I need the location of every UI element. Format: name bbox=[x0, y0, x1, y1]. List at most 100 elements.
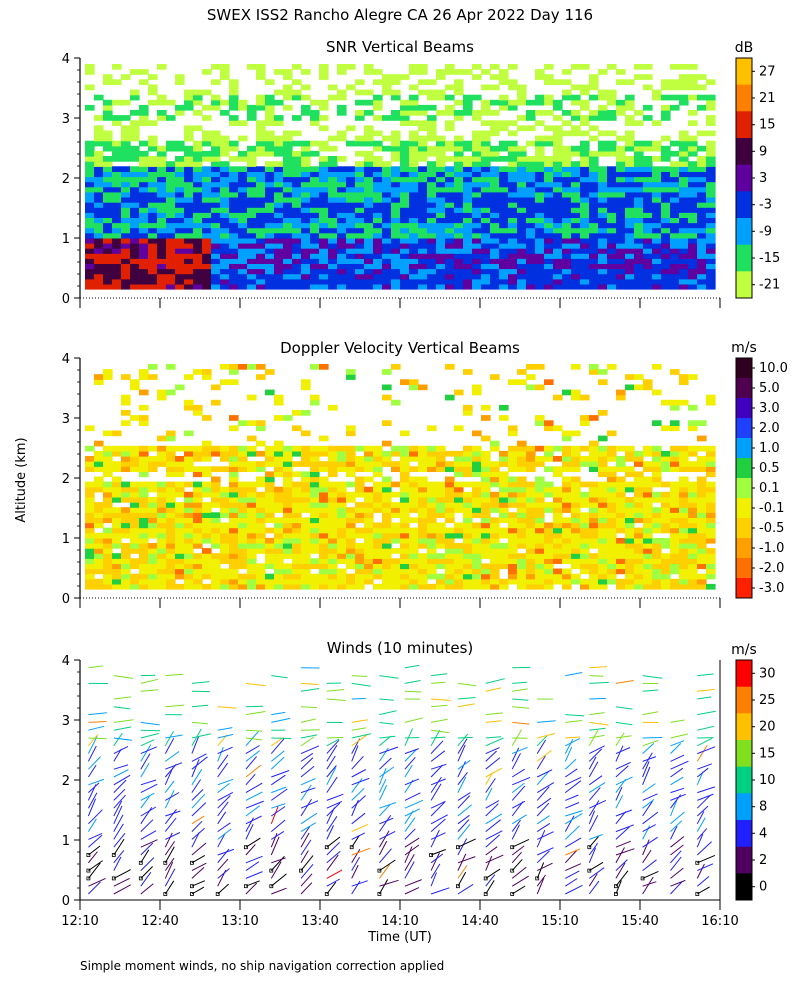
wind-barb bbox=[140, 849, 150, 864]
doppler-cell bbox=[103, 512, 113, 518]
doppler-cell bbox=[355, 568, 365, 575]
snr-cell bbox=[499, 258, 509, 264]
snr-cell bbox=[427, 263, 437, 270]
snr-cell bbox=[454, 140, 464, 147]
wind-barb bbox=[379, 698, 394, 701]
snr-cell bbox=[607, 202, 617, 208]
snr-cell bbox=[391, 166, 401, 172]
snr-cell bbox=[373, 217, 383, 224]
snr-cell bbox=[157, 243, 167, 249]
snr-cell bbox=[409, 161, 419, 167]
snr-cell bbox=[193, 150, 203, 157]
doppler-cell bbox=[706, 517, 716, 524]
doppler-cell bbox=[400, 532, 410, 539]
wind-barb bbox=[113, 732, 123, 747]
doppler-cell bbox=[364, 517, 374, 524]
doppler-cell bbox=[184, 430, 194, 437]
snr-cell bbox=[103, 232, 113, 239]
snr-cell bbox=[544, 278, 554, 285]
snr-cell bbox=[643, 263, 653, 270]
snr-cell bbox=[652, 248, 662, 254]
snr-cell bbox=[634, 140, 644, 147]
doppler-cell bbox=[202, 440, 212, 447]
doppler-cell bbox=[598, 379, 608, 385]
snr-cell bbox=[211, 186, 221, 193]
doppler-cell bbox=[238, 578, 248, 585]
doppler-cell bbox=[571, 543, 581, 549]
snr-cell bbox=[139, 79, 149, 85]
wind-barb bbox=[88, 782, 100, 793]
doppler-cell bbox=[589, 522, 599, 529]
doppler-cell bbox=[310, 481, 320, 488]
doppler-cell bbox=[337, 517, 347, 524]
doppler-cell bbox=[616, 522, 626, 529]
snr-cell bbox=[679, 135, 689, 142]
snr-cell bbox=[220, 212, 230, 218]
snr-cell bbox=[382, 79, 392, 85]
snr-cell bbox=[337, 263, 347, 270]
snr-cell bbox=[193, 283, 203, 290]
doppler-cell bbox=[688, 450, 698, 457]
doppler-cell bbox=[85, 486, 95, 493]
doppler-cell bbox=[490, 445, 500, 452]
snr-cell bbox=[139, 212, 149, 218]
snr-cell bbox=[139, 150, 149, 157]
doppler-cell bbox=[553, 548, 563, 554]
doppler-cell bbox=[157, 450, 167, 457]
snr-cell bbox=[229, 186, 239, 193]
snr-cell bbox=[508, 186, 518, 193]
doppler-cell bbox=[526, 364, 536, 370]
doppler-cell bbox=[139, 512, 149, 518]
snr-cell bbox=[652, 181, 662, 188]
doppler-cell bbox=[445, 548, 455, 554]
snr-cell bbox=[175, 104, 185, 111]
snr-cell bbox=[643, 191, 653, 198]
snr-cell bbox=[148, 84, 158, 91]
snr-cell bbox=[238, 120, 248, 126]
snr-cell bbox=[301, 263, 311, 270]
doppler-cell bbox=[202, 466, 212, 472]
doppler-cell bbox=[130, 486, 140, 493]
doppler-cell bbox=[148, 512, 158, 518]
doppler-cell bbox=[310, 563, 320, 570]
snr-cell bbox=[283, 243, 293, 249]
snr-cell bbox=[418, 237, 428, 244]
doppler-cell bbox=[382, 578, 392, 585]
doppler-cell bbox=[418, 456, 428, 462]
snr-cell bbox=[184, 94, 194, 101]
snr-cell bbox=[688, 110, 698, 116]
snr-cell bbox=[382, 283, 392, 290]
wind-barb bbox=[588, 756, 597, 770]
doppler-cell bbox=[454, 425, 464, 432]
snr-cell bbox=[535, 69, 545, 75]
doppler-cell bbox=[202, 573, 212, 580]
snr-cell bbox=[481, 176, 491, 183]
doppler-cell bbox=[463, 532, 473, 539]
doppler-cell bbox=[157, 553, 167, 559]
snr-cell bbox=[544, 212, 554, 218]
snr-cell bbox=[103, 237, 113, 244]
snr-cell bbox=[391, 130, 401, 137]
doppler-cell bbox=[274, 399, 284, 406]
doppler-cell bbox=[400, 486, 410, 493]
snr-cell bbox=[499, 222, 509, 229]
doppler-cell bbox=[418, 497, 428, 503]
doppler-cell bbox=[688, 578, 698, 585]
snr-cell bbox=[661, 243, 671, 249]
snr-cell bbox=[499, 104, 509, 111]
wind-barb bbox=[164, 861, 174, 879]
doppler-cell bbox=[562, 491, 572, 498]
doppler-cell bbox=[481, 471, 491, 478]
doppler-cell bbox=[175, 481, 185, 488]
doppler-cell bbox=[571, 532, 581, 539]
snr-cell bbox=[418, 227, 428, 234]
doppler-cell bbox=[265, 461, 275, 467]
snr-cell bbox=[598, 232, 608, 239]
doppler-cell bbox=[679, 537, 689, 544]
snr-cell bbox=[157, 258, 167, 264]
doppler-cell bbox=[310, 456, 320, 462]
snr-cell bbox=[130, 94, 140, 101]
snr-cell bbox=[436, 263, 446, 270]
doppler-cell bbox=[436, 522, 446, 529]
doppler-cell bbox=[598, 578, 608, 585]
